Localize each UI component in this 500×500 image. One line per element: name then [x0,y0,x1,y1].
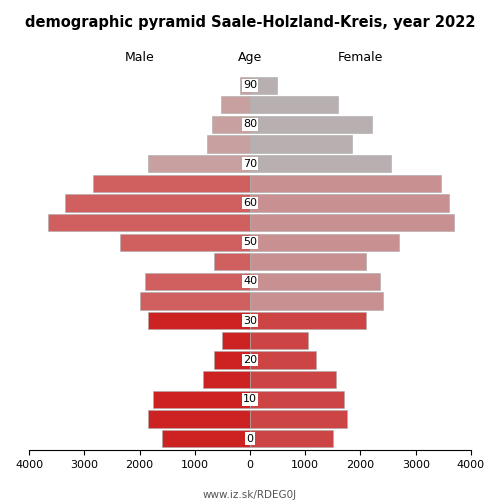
Text: Female: Female [338,50,383,64]
Bar [148,155,250,172]
Bar [120,234,250,251]
Bar [148,312,250,330]
Bar [250,234,399,251]
Text: Male: Male [124,50,154,64]
Text: 40: 40 [243,276,257,286]
Bar [162,430,250,447]
Bar [250,136,352,152]
Text: 50: 50 [243,237,257,247]
Bar [203,371,250,388]
Text: 10: 10 [243,394,257,404]
Bar [220,96,250,114]
Title: demographic pyramid Saale-Holzland-Kreis, year 2022: demographic pyramid Saale-Holzland-Kreis… [25,15,475,30]
Bar [250,116,372,133]
Bar [250,312,366,330]
Bar [250,76,276,94]
Bar [250,214,454,231]
Bar [65,194,250,212]
Bar [250,155,391,172]
Bar [145,273,250,290]
Text: 70: 70 [243,158,257,168]
Bar [250,371,336,388]
Text: Age: Age [238,50,262,64]
Bar [154,390,250,408]
Bar [250,430,333,447]
Bar [92,174,250,192]
Bar [140,292,250,310]
Text: 30: 30 [243,316,257,326]
Text: 80: 80 [243,120,257,130]
Bar [250,273,380,290]
Text: www.iz.sk/RDEG0J: www.iz.sk/RDEG0J [203,490,297,500]
Bar [148,410,250,428]
Bar [250,194,449,212]
Text: 20: 20 [243,355,257,365]
Bar [214,352,250,368]
Bar [250,352,316,368]
Bar [250,253,366,270]
Bar [214,253,250,270]
Bar [207,136,250,152]
Bar [250,292,382,310]
Bar [222,332,250,349]
Bar [250,332,308,349]
Text: 90: 90 [243,80,257,90]
Text: 60: 60 [243,198,257,208]
Bar [250,390,344,408]
Bar [250,410,346,428]
Text: 0: 0 [246,434,254,444]
Bar [240,76,250,94]
Bar [250,174,440,192]
Bar [212,116,250,133]
Bar [250,96,338,114]
Bar [48,214,250,231]
